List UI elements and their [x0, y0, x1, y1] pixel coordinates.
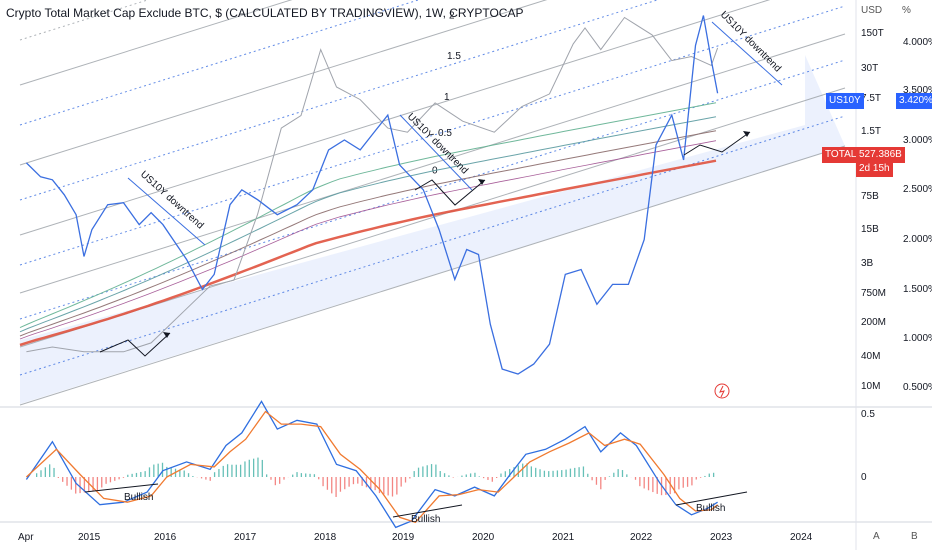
moving-average-line: [19, 140, 717, 340]
fib-level-label: 0: [432, 166, 438, 177]
oscillator-axis-tick-label: 0: [861, 472, 867, 483]
right-axis-tick-label: 3.000%: [903, 135, 932, 146]
axis-unit-usd: USD: [861, 5, 883, 16]
right-axis-tick-label: 2.500%: [903, 184, 932, 195]
downtrend-arrow: [399, 114, 473, 191]
bullish-trendline: [84, 483, 159, 493]
x-axis-tick-label: 2016: [154, 532, 177, 543]
fib-level-label: 1: [444, 92, 450, 103]
downtrend-annotation: US10Y downtrend: [138, 169, 206, 231]
left-axis-tick-label: 40M: [861, 351, 880, 362]
x-axis-tick-label: 2018: [314, 532, 337, 543]
fib-level-label: 2: [449, 10, 455, 21]
x-axis-tick-label: 2022: [630, 532, 653, 543]
bullish-trendline: [392, 504, 463, 518]
channel-line: [19, 59, 846, 320]
lightning-icon: [719, 385, 725, 398]
x-axis-tick-label: 2015: [78, 532, 101, 543]
left-axis-tick-label: 7.5T: [861, 93, 881, 104]
channel-line: [19, 115, 846, 376]
zigzag-arrow: [683, 131, 751, 156]
total2-name-badge: TOTAL2: [822, 147, 865, 163]
right-axis-tick-label: 1.000%: [903, 333, 932, 344]
us10y-line: [25, 15, 719, 375]
right-axis-tick-label: 3.500%: [903, 85, 932, 96]
left-axis-tick-label: 10M: [861, 381, 880, 392]
chart-title: Crypto Total Market Cap Exclude BTC, $ (…: [6, 6, 524, 20]
bullish-trendline: [675, 491, 748, 506]
left-axis-tick-label: 75B: [861, 191, 879, 202]
x-axis-tick-label: 2021: [552, 532, 575, 543]
right-axis-tick-label: 1.500%: [903, 284, 932, 295]
channel-line: [19, 0, 548, 166]
left-axis-tick-label: 15B: [861, 224, 879, 235]
moving-average-line: [19, 116, 717, 333]
downtrend-arrow: [127, 177, 206, 246]
arrowhead: [163, 332, 170, 338]
right-axis-tick-label: 2.000%: [903, 234, 932, 245]
fib-level-label: 0.5: [438, 128, 452, 139]
moving-average-line: [19, 130, 717, 337]
x-axis-tick-label: Apr: [18, 532, 34, 543]
bullish-annotation: Bullish: [124, 492, 153, 503]
left-axis-tick-label: 200M: [861, 317, 886, 328]
bullish-annotation: Bullish: [696, 503, 725, 514]
moving-average-line: [19, 102, 717, 329]
channel-fill: [20, 55, 845, 404]
channel-line: [19, 0, 293, 86]
lightning-icon: [714, 383, 730, 399]
log-scale-button[interactable]: B: [911, 531, 918, 542]
x-axis-tick-label: 2023: [710, 532, 733, 543]
left-axis-tick-label: 750M: [861, 288, 886, 299]
zigzag-arrow: [99, 332, 171, 357]
auto-scale-button[interactable]: A: [873, 531, 880, 542]
channel-line: [19, 33, 846, 294]
left-axis-tick-label: 30T: [861, 63, 878, 74]
signal-line: [25, 410, 719, 524]
x-axis-tick-label: 2019: [392, 532, 415, 543]
arrowhead: [478, 179, 485, 185]
moving-average-line: [19, 159, 717, 347]
total2-value-badge: 527.386B: [856, 147, 905, 163]
us10y-value-badge: 3.420%: [896, 93, 932, 109]
downtrend-arrow: [711, 21, 783, 86]
axis-unit-percent: %: [902, 5, 911, 16]
bullish-annotation: Bullish: [411, 514, 440, 525]
x-axis-tick-label: 2020: [472, 532, 495, 543]
left-axis-tick-label: 1.5T: [861, 126, 881, 137]
macd-line: [25, 400, 718, 529]
right-axis-tick-label: 4.000%: [903, 37, 932, 48]
right-axis-tick-label: 0.500%: [903, 382, 932, 393]
us10y-name-badge: US10Y: [826, 93, 864, 109]
arrowhead: [743, 131, 750, 137]
channel-line: [19, 5, 846, 266]
x-axis-tick-label: 2024: [790, 532, 813, 543]
total2-price-line: [26, 16, 719, 353]
zigzag-arrow: [414, 179, 486, 206]
channel-line: [19, 145, 846, 406]
left-axis-tick-label: 150T: [861, 28, 884, 39]
fib-level-label: 1.5: [447, 51, 461, 62]
x-axis-tick-label: 2017: [234, 532, 257, 543]
left-axis-tick-label: 3B: [861, 258, 874, 269]
oscillator-axis-tick-label: 0.5: [861, 409, 875, 420]
downtrend-annotation: US10Y downtrend: [718, 9, 783, 74]
total2-countdown-badge: 2d 15h: [856, 161, 893, 177]
